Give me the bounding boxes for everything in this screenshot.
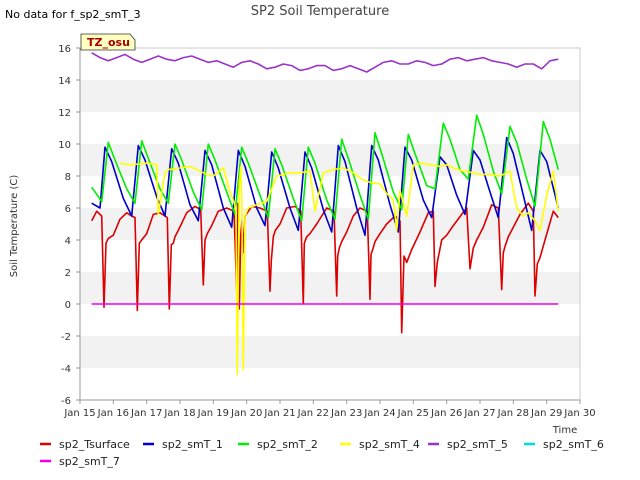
legend-item-sp2-smT-7: sp2_smT_7 [40,455,120,468]
y-tick-label: 10 [58,140,71,151]
x-tick-label: Jan 22 [297,408,329,419]
x-tick-label: Jan 15 [63,408,95,419]
y-tick-label: 12 [58,108,71,119]
x-tick-label: Jan 26 [430,408,462,419]
grid-band [80,336,580,368]
grid-band [80,80,580,112]
series-line-sp2-smT-5 [91,52,559,73]
legend-label: sp2_smT_1 [162,438,223,451]
no-data-note: No data for f_sp2_smT_3 [5,8,141,21]
x-axis-label: Time [552,425,577,436]
x-tick-label: Jan 21 [263,408,295,419]
x-tick-label: Jan 28 [497,408,529,419]
x-tick-label: Jan 27 [463,408,495,419]
y-tick-label: -2 [61,332,71,343]
legend-item-sp2-smT-5: sp2_smT_5 [428,438,508,451]
tz-badge-shape [80,33,136,51]
legend-item-sp2-Tsurface: sp2_Tsurface [40,438,130,451]
legend-item-sp2-smT-4: sp2_smT_4 [340,438,420,451]
series-line-sp2-smT-2 [91,114,560,222]
axes [79,48,580,401]
y-tick-label: 6 [65,204,71,215]
y-tick-label: -6 [61,396,71,407]
y-tick-label: 16 [58,44,71,55]
y-tick-label: 8 [65,172,71,183]
x-tick-label: Jan 25 [397,408,429,419]
legend: sp2_Tsurface sp2_smT_1 sp2_smT_2 sp2_smT_4 s… [40,438,604,468]
series-lines [90,52,560,376]
tz-badge: TZ_osu [80,33,136,51]
x-tick-label: Jan 23 [330,408,362,419]
x-tick-label: Jan 29 [530,408,562,419]
grid-band [80,272,580,304]
legend-label: sp2_smT_5 [447,438,508,451]
y-tick-label: 2 [65,268,71,279]
series-line-sp2-Tsurface [90,202,559,334]
legend-item-sp2-smT-6: sp2_smT_6 [524,438,604,451]
x-tick-label: Jan 18 [163,408,195,419]
series-line-sp2-smT-1 [91,136,560,236]
grid-band [80,208,580,240]
x-tick-label: Jan 16 [97,408,129,419]
legend-label: sp2_smT_7 [59,455,120,468]
y-tick-label: -4 [61,364,71,375]
legend-label: sp2_smT_2 [257,438,318,451]
y-tick-label: 4 [65,236,71,247]
chart-title: SP2 Soil Temperature [251,4,389,19]
legend-label: sp2_Tsurface [59,438,130,451]
x-tick-label: Jan 20 [230,408,262,419]
x-tick-label: Jan 17 [130,408,162,419]
y-tick-label: 14 [58,76,71,87]
x-tick-label: Jan 19 [197,408,229,419]
series-line-sp2-smT-4 [119,162,560,376]
x-tick-label: Jan 30 [563,408,595,419]
y-axis-label: Soil Temperature (C) [9,175,20,278]
y-tick-label: 0 [65,300,71,311]
x-tick-label: Jan 24 [363,408,395,419]
grid-bands [80,80,580,368]
tz-badge-label: TZ_osu [87,36,130,49]
legend-item-sp2-smT-1: sp2_smT_1 [143,438,223,451]
legend-item-sp2-smT-2: sp2_smT_2 [238,438,318,451]
legend-label: sp2_smT_6 [543,438,604,451]
legend-label: sp2_smT_4 [359,438,420,451]
